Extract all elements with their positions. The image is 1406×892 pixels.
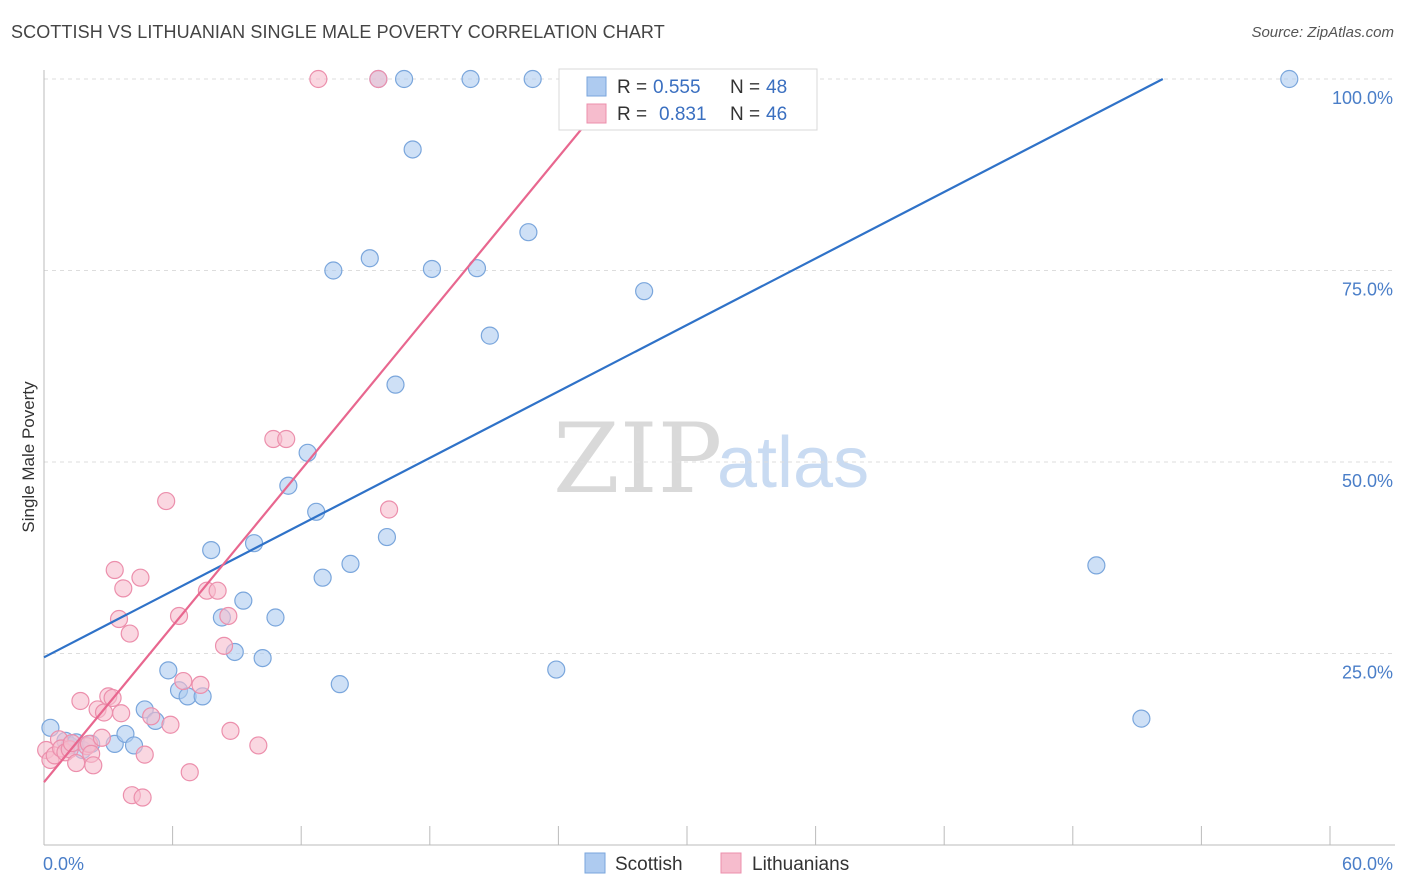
x-tick-label-60: 60.0%	[1342, 854, 1393, 874]
series-legend-label-lithuanians: Lithuanians	[752, 854, 849, 875]
legend-r-value-scottish: 0.555	[653, 77, 701, 98]
scottish-point-32	[386, 375, 405, 394]
scottish-point-40	[523, 69, 542, 89]
scottish-point-27	[330, 675, 349, 694]
scottish-point-37	[467, 259, 487, 278]
scottish-point-36	[461, 69, 480, 89]
scottish-point-45	[1132, 709, 1151, 728]
scottish-point-41	[547, 660, 566, 679]
lithuanian-point-13	[84, 756, 103, 775]
trendlines	[43, 78, 1164, 783]
series-legend-swatch-lithuanians	[720, 852, 742, 874]
lithuanian-point-26	[133, 788, 152, 807]
scottish-point-21	[266, 608, 285, 627]
grid-lines	[44, 78, 1395, 654]
lithuanian-point-29	[157, 491, 176, 511]
lithuanian-point-21	[112, 704, 131, 723]
legend-swatch-lithuanians	[586, 103, 607, 124]
scottish-point-33	[394, 69, 414, 89]
scottish-point-25	[313, 568, 332, 587]
x-axis-tick-labels: 0.0% 60.0%	[43, 854, 1393, 874]
lithuanian-point-32	[174, 671, 193, 691]
y-axis-title: Single Male Poverty	[19, 381, 38, 533]
scottish-point-44	[1087, 556, 1106, 575]
lithuanian-point-22	[114, 579, 133, 598]
scottish-point-31	[377, 527, 397, 547]
lithuanian-point-44	[369, 69, 388, 89]
scottish-point-18	[234, 591, 253, 610]
lithuanian-point-28	[142, 707, 161, 726]
scottish-point-46	[1280, 69, 1299, 89]
series-legend: Scottish Lithuanians	[584, 852, 849, 875]
legend-n-value-scottish: 48	[766, 77, 787, 98]
lithuanian-point-45	[379, 500, 399, 519]
y-tick-label-75: 75.0%	[1342, 280, 1393, 300]
lithuanian-point-34	[191, 675, 210, 695]
chart-title: SCOTTISH VS LITHUANIAN SINGLE MALE POVER…	[11, 22, 665, 42]
lithuanian-point-37	[214, 636, 234, 655]
lithuanian-point-43	[309, 69, 328, 89]
series-legend-swatch-scottish	[584, 852, 606, 874]
scottish-point-26	[324, 261, 343, 280]
lithuanian-point-42	[277, 429, 296, 449]
lithuanian-point-40	[249, 736, 268, 755]
series-legend-label-scottish: Scottish	[615, 854, 683, 875]
lithuanian-point-15	[92, 728, 111, 747]
x-axis-ticks	[43, 826, 1331, 845]
legend-swatch-scottish	[586, 76, 607, 97]
legend-n-value-lithuanians: 46	[766, 104, 787, 125]
lithuanian-point-27	[135, 745, 154, 764]
scottish-point-42	[635, 282, 654, 301]
y-tick-label-25: 25.0%	[1342, 663, 1393, 683]
lithuanian-point-25	[131, 568, 150, 587]
lithuanian-point-23	[120, 624, 139, 643]
lithuanian-point-19	[105, 560, 124, 580]
legend-n-label-lithuanians: N =	[730, 104, 760, 125]
correlation-legend: R = 0.555 N = 48 R = 0.831 N = 46	[558, 68, 818, 131]
legend-r-label-lithuanians: R =	[617, 104, 647, 125]
lithuanian-point-33	[180, 763, 199, 782]
lithuanian-point-30	[161, 715, 180, 734]
scottish-point-23	[298, 443, 317, 462]
source-label: Source: ZipAtlas.com	[1251, 24, 1394, 41]
scottish-point-11	[159, 661, 178, 680]
legend-r-label-scottish: R =	[617, 77, 647, 98]
lithuanian-point-36	[208, 581, 227, 600]
y-tick-label-50: 50.0%	[1342, 471, 1393, 491]
y-axis-tick-labels: 25.0% 50.0% 75.0% 100.0%	[1332, 88, 1393, 683]
scottish-point-35	[422, 259, 442, 279]
watermark-zip: ZIP	[553, 403, 722, 515]
scottish-point-20	[253, 648, 272, 668]
scottish-point-29	[360, 249, 379, 268]
scottish-point-15	[202, 540, 221, 560]
y-tick-label-100: 100.0%	[1332, 88, 1393, 108]
scottish-point-34	[403, 140, 422, 159]
x-tick-label-0: 0.0%	[43, 854, 84, 874]
lithuanian-point-9	[71, 691, 90, 711]
scottish-point-39	[519, 223, 538, 242]
scottish-trendline	[43, 78, 1164, 659]
lithuanian-point-38	[219, 606, 238, 626]
lithuanian-trendline	[43, 78, 624, 783]
lithuanian-point-39	[221, 721, 240, 740]
lithuanian-point-8	[67, 753, 86, 773]
scottish-point-38	[480, 326, 499, 345]
scottish-point-28	[341, 554, 360, 573]
legend-n-label-scottish: N =	[730, 77, 760, 98]
watermark-atlas: atlas	[717, 423, 869, 503]
legend-r-value-lithuanians: 0.831	[659, 104, 707, 125]
